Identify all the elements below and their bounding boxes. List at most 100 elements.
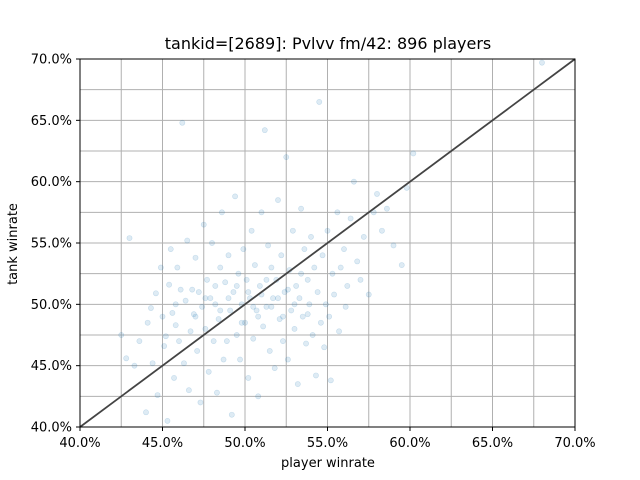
data-point xyxy=(269,265,274,270)
data-point xyxy=(259,210,264,215)
y-tick-label: 60.0% xyxy=(31,175,72,190)
data-point xyxy=(251,336,256,341)
y-tick-label: 40.0% xyxy=(31,421,72,436)
data-point xyxy=(299,271,304,276)
data-point xyxy=(308,234,313,239)
data-point xyxy=(251,304,256,309)
data-point xyxy=(234,283,239,288)
data-point xyxy=(249,228,254,233)
data-point xyxy=(269,304,274,309)
data-point xyxy=(153,291,158,296)
data-point xyxy=(155,393,160,398)
data-point xyxy=(229,412,234,417)
data-point xyxy=(539,60,544,65)
data-point xyxy=(185,238,190,243)
x-tick-label: 55.0% xyxy=(307,436,348,451)
y-tick-label: 50.0% xyxy=(31,298,72,313)
data-point xyxy=(300,314,305,319)
data-point xyxy=(214,390,219,395)
data-point xyxy=(246,375,251,380)
data-point xyxy=(234,332,239,337)
data-point xyxy=(196,289,201,294)
data-point xyxy=(203,296,208,301)
data-point xyxy=(162,343,167,348)
data-point xyxy=(201,222,206,227)
data-point xyxy=(160,314,165,319)
x-tick-label: 45.0% xyxy=(142,436,183,451)
data-point xyxy=(231,289,236,294)
data-point xyxy=(190,287,195,292)
data-point xyxy=(206,369,211,374)
data-point xyxy=(163,334,168,339)
data-point xyxy=(292,326,297,331)
data-point xyxy=(180,120,185,125)
data-point xyxy=(330,271,335,276)
y-tick-label: 45.0% xyxy=(31,359,72,374)
data-point xyxy=(322,345,327,350)
data-point xyxy=(312,265,317,270)
data-point xyxy=(186,388,191,393)
data-point xyxy=(327,314,332,319)
data-point xyxy=(257,283,262,288)
data-point xyxy=(137,339,142,344)
data-point xyxy=(209,240,214,245)
data-point xyxy=(219,210,224,215)
data-point xyxy=(332,292,337,297)
data-point xyxy=(119,332,124,337)
data-point xyxy=(226,253,231,258)
x-tick-label: 65.0% xyxy=(472,436,513,451)
data-point xyxy=(384,206,389,211)
data-point xyxy=(223,280,228,285)
data-point xyxy=(285,357,290,362)
x-tick-label: 60.0% xyxy=(389,436,430,451)
data-point xyxy=(325,228,330,233)
y-axis-label: tank winrate xyxy=(6,203,21,285)
data-point xyxy=(341,247,346,252)
data-point xyxy=(264,304,269,309)
data-point xyxy=(303,341,308,346)
data-point xyxy=(280,314,285,319)
data-point xyxy=(302,247,307,252)
data-point xyxy=(299,206,304,211)
data-point xyxy=(221,357,226,362)
data-point xyxy=(211,339,216,344)
data-point xyxy=(399,262,404,267)
data-point xyxy=(379,228,384,233)
data-point xyxy=(167,282,172,287)
y-tick-label: 65.0% xyxy=(31,114,72,129)
data-point xyxy=(285,287,290,292)
data-point xyxy=(275,197,280,202)
data-point xyxy=(213,302,218,307)
data-point xyxy=(262,128,267,133)
data-point xyxy=(127,235,132,240)
data-point xyxy=(355,259,360,264)
data-point xyxy=(208,296,213,301)
data-point xyxy=(168,247,173,252)
data-point xyxy=(275,296,280,301)
data-point xyxy=(280,339,285,344)
data-point xyxy=(307,302,312,307)
data-point xyxy=(204,277,209,282)
data-point xyxy=(218,308,223,313)
data-point xyxy=(239,320,244,325)
data-point xyxy=(148,305,153,310)
data-point xyxy=(297,296,302,301)
data-point xyxy=(305,312,310,317)
data-point xyxy=(310,332,315,337)
data-point xyxy=(292,302,297,307)
data-point xyxy=(366,292,371,297)
data-point xyxy=(244,277,249,282)
data-point xyxy=(241,247,246,252)
data-point xyxy=(203,326,208,331)
data-point xyxy=(335,210,340,215)
data-point xyxy=(200,304,205,309)
data-point xyxy=(289,308,294,313)
data-point xyxy=(284,155,289,160)
data-point xyxy=(320,253,325,258)
data-point xyxy=(176,339,181,344)
data-point xyxy=(173,302,178,307)
data-point xyxy=(228,308,233,313)
data-point xyxy=(411,151,416,156)
data-point xyxy=(171,375,176,380)
